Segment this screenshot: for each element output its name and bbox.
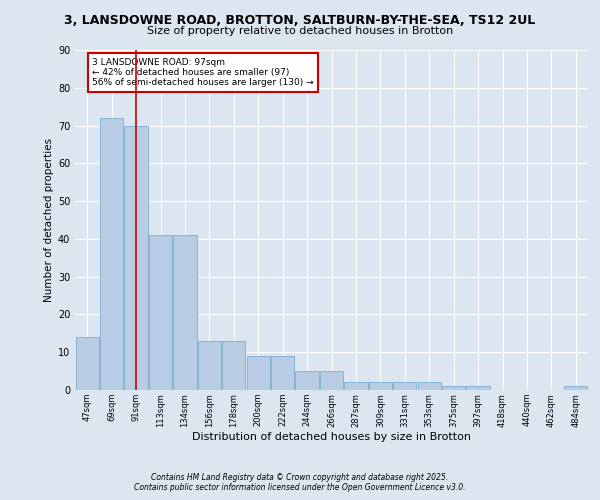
Bar bbox=[393, 382, 416, 390]
Bar bbox=[247, 356, 270, 390]
Bar bbox=[222, 341, 245, 390]
Bar bbox=[295, 371, 319, 390]
Bar bbox=[564, 386, 587, 390]
Text: Contains HM Land Registry data © Crown copyright and database right 2025.: Contains HM Land Registry data © Crown c… bbox=[151, 472, 449, 482]
Bar bbox=[124, 126, 148, 390]
Text: Contains public sector information licensed under the Open Government Licence v3: Contains public sector information licen… bbox=[134, 484, 466, 492]
Bar bbox=[442, 386, 465, 390]
Text: 3 LANSDOWNE ROAD: 97sqm
← 42% of detached houses are smaller (97)
56% of semi-de: 3 LANSDOWNE ROAD: 97sqm ← 42% of detache… bbox=[92, 58, 314, 88]
Bar bbox=[100, 118, 123, 390]
Bar bbox=[198, 341, 221, 390]
Bar bbox=[418, 382, 441, 390]
Y-axis label: Number of detached properties: Number of detached properties bbox=[44, 138, 53, 302]
Bar bbox=[320, 371, 343, 390]
Bar bbox=[271, 356, 294, 390]
Bar bbox=[76, 337, 99, 390]
Bar bbox=[173, 235, 197, 390]
Bar bbox=[344, 382, 368, 390]
Bar bbox=[149, 235, 172, 390]
X-axis label: Distribution of detached houses by size in Brotton: Distribution of detached houses by size … bbox=[192, 432, 471, 442]
Text: 3, LANSDOWNE ROAD, BROTTON, SALTBURN-BY-THE-SEA, TS12 2UL: 3, LANSDOWNE ROAD, BROTTON, SALTBURN-BY-… bbox=[64, 14, 536, 27]
Bar bbox=[466, 386, 490, 390]
Bar bbox=[369, 382, 392, 390]
Text: Size of property relative to detached houses in Brotton: Size of property relative to detached ho… bbox=[147, 26, 453, 36]
